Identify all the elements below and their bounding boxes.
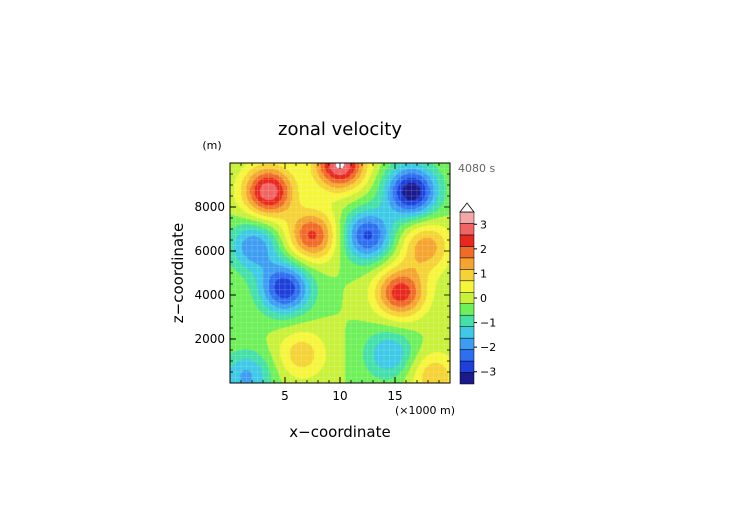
colorbar-segment — [459, 211, 475, 224]
colorbar-tick-label: −2 — [480, 341, 496, 354]
y-tick-label-2000: 2000 — [194, 332, 225, 346]
x-axis-label: x−coordinate — [289, 423, 390, 441]
colorbar-segment — [459, 360, 475, 373]
colorbar-segment — [459, 349, 475, 362]
colorbar-tick-label: −3 — [480, 366, 496, 379]
colorbar-tick-label: 2 — [480, 243, 487, 256]
colorbar-segment — [459, 246, 475, 259]
colorbar-tick-label: 1 — [480, 267, 487, 280]
colorbar: −3 −2 −1 0 1 2 3 — [459, 202, 496, 385]
colorbar-tick-label: 0 — [480, 292, 487, 305]
colorbar-segment — [459, 257, 475, 270]
colorbar-segment — [459, 314, 475, 327]
colorbar-overflow-triangle — [459, 202, 475, 213]
colorbar-segment — [459, 223, 475, 236]
x-tick-label-10: 10 — [332, 389, 347, 403]
colorbar-segment — [459, 326, 475, 339]
x-tick-label-5: 5 — [281, 389, 289, 403]
chart-title: zonal velocity — [278, 119, 402, 140]
grid-lines — [230, 163, 450, 383]
colorbar-tick-label: 3 — [480, 218, 487, 231]
x-axis: 5 10 15 (×1000 m) x−coordinate — [281, 377, 455, 441]
velocity-field — [230, 163, 450, 383]
y-tick-label-6000: 6000 — [194, 244, 225, 258]
x-tick-label-15: 15 — [387, 389, 402, 403]
y-axis: 2000 4000 6000 8000 z−coordinate — [169, 200, 236, 346]
x-units-label: (×1000 m) — [395, 404, 455, 417]
colorbar-segment — [459, 372, 475, 385]
colorbar-segment — [459, 234, 475, 247]
minor-ticks — [230, 163, 450, 383]
y-tick-label-4000: 4000 — [194, 288, 225, 302]
colorbar-segment — [459, 280, 475, 293]
colorbar-segment — [459, 337, 475, 350]
colorbar-segment — [459, 303, 475, 316]
colorbar-tick-label: −1 — [480, 317, 496, 330]
colorbar-segment — [459, 269, 475, 282]
y-axis-label: z−coordinate — [169, 223, 187, 323]
y-units-label: (m) — [202, 139, 221, 152]
plot-area — [229, 162, 451, 384]
colorbar-segment — [459, 292, 475, 304]
y-tick-label-8000: 8000 — [194, 200, 225, 214]
time-label: 4080 s — [458, 162, 495, 175]
